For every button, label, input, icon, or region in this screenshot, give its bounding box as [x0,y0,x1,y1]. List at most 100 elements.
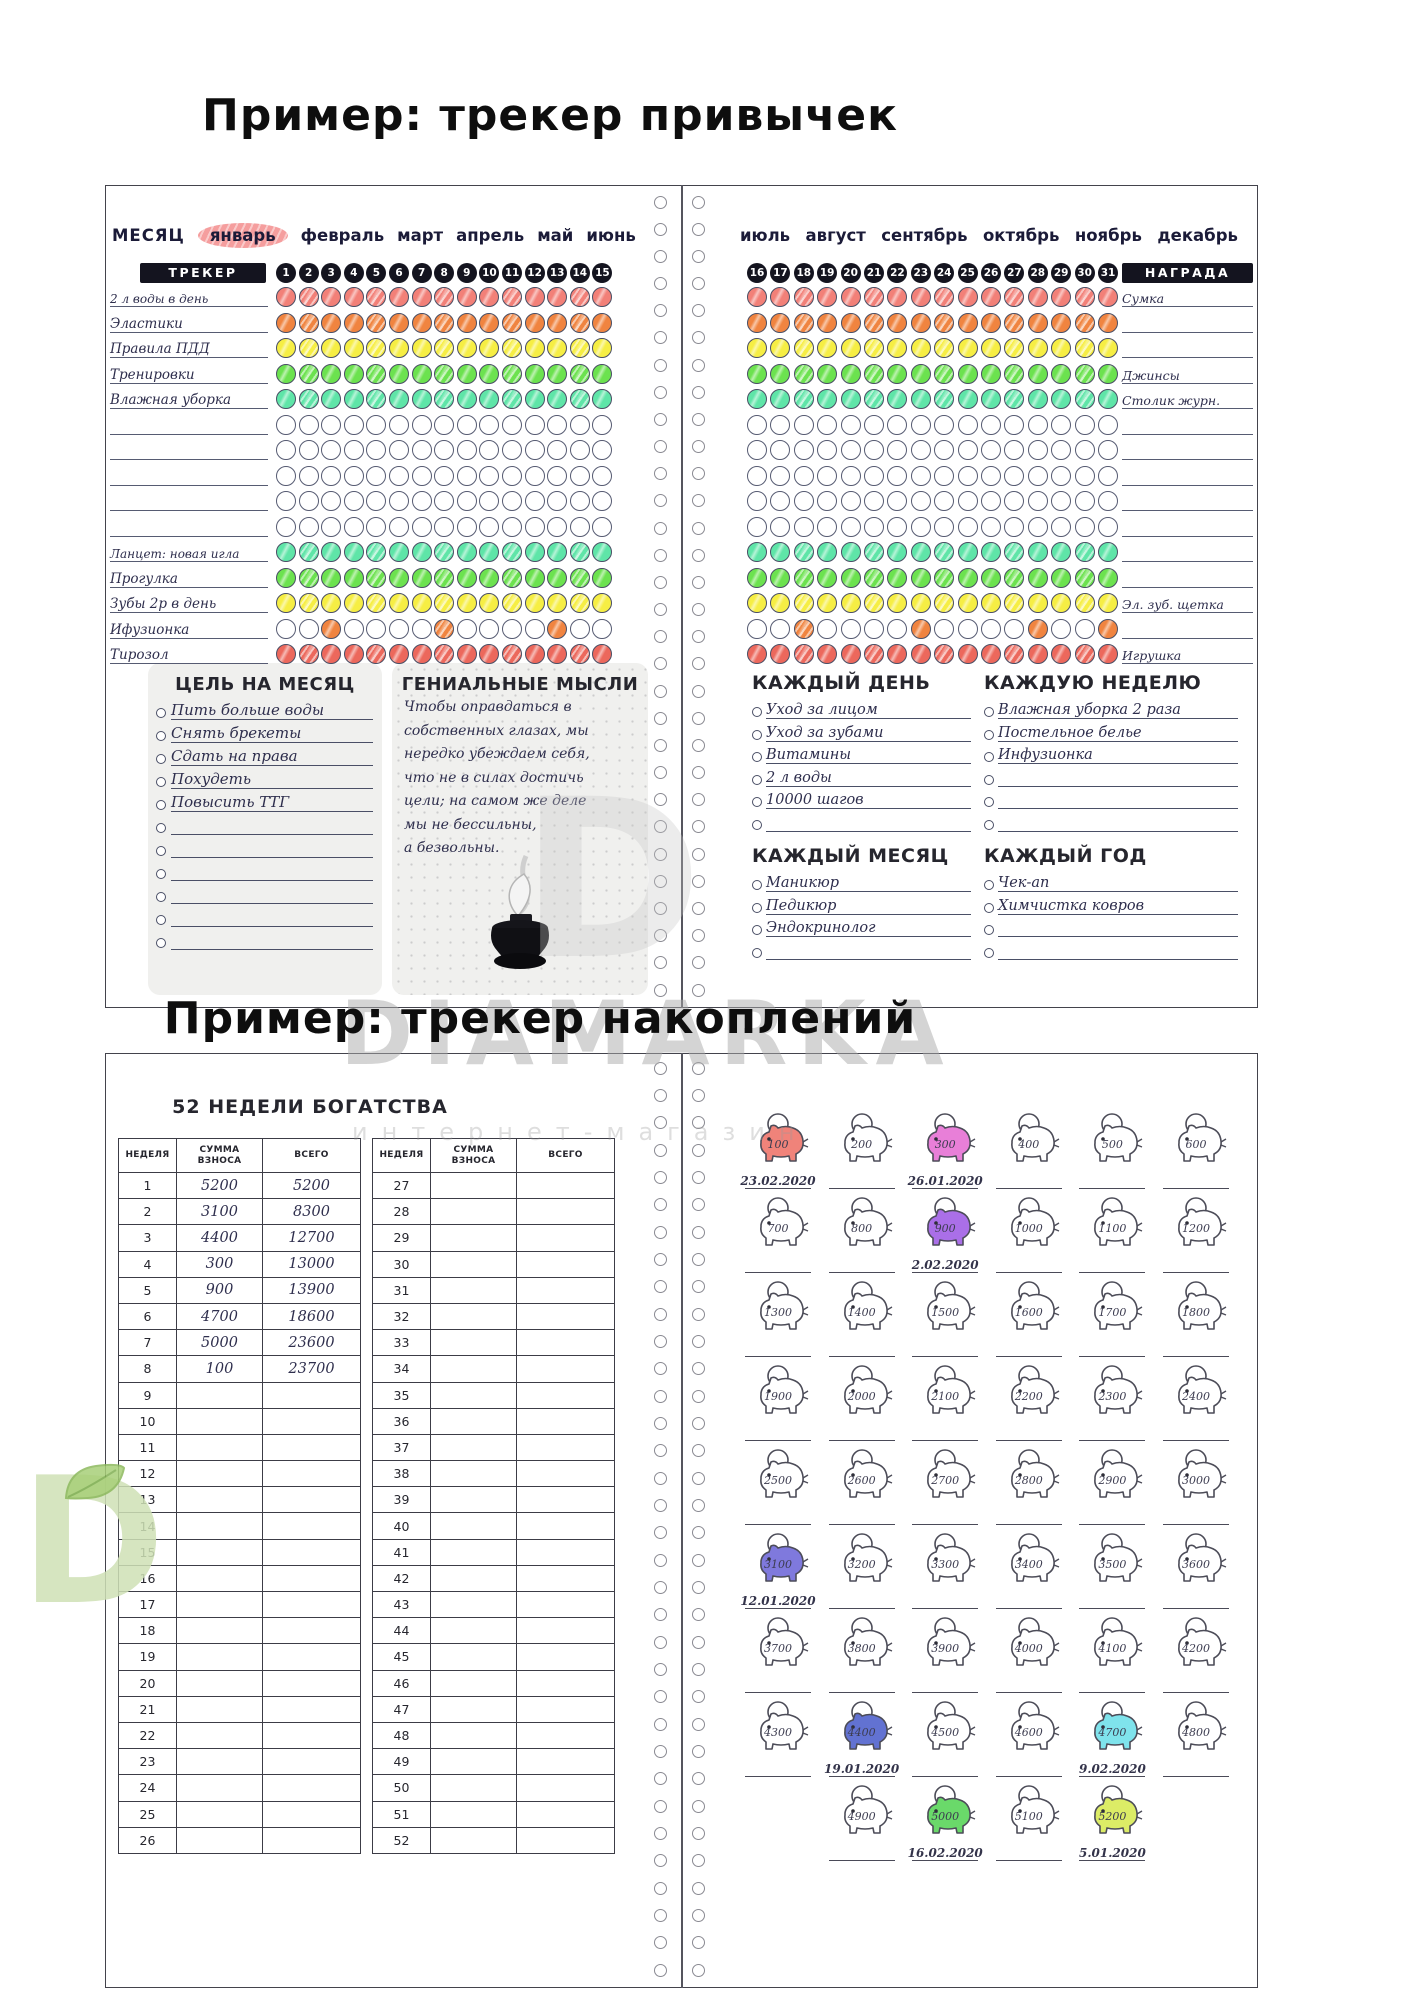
piggy-icon [760,1365,809,1414]
habit-day-cell [934,542,955,562]
habit-day-cell [366,618,387,639]
savings-row: 29 [372,1224,615,1252]
savings-row: 38 [372,1460,615,1488]
habit-day-cell [864,287,884,307]
piggy-date-line [1163,1175,1229,1189]
habit-day-cell [434,567,455,588]
habit-day-cell [276,644,296,664]
habit-day-cell [592,516,613,537]
piggy-amount: 2200 [1014,1390,1043,1403]
piggy-bank [830,1113,894,1173]
col-week: НЕДЕЛЯ [118,1138,177,1173]
savings-row: 5 900 13900 [118,1276,361,1304]
week-number: 50 [372,1774,431,1802]
deposit-value [430,1302,517,1331]
week-number: 29 [372,1224,431,1252]
binding-hole [691,304,705,318]
piggy-icon [843,1197,892,1246]
piggy-bank [746,1617,810,1677]
piggy-icon [1010,1533,1060,1582]
habit-day-cell [864,516,884,537]
habit-day-cell [1004,363,1025,384]
binding-hole [653,1772,667,1786]
total-value: 12700 [262,1224,361,1252]
piggy-date-line [745,1511,811,1525]
piggy-amount: 600 [1185,1138,1207,1151]
habit-day-cell [934,363,955,384]
habit-day-cell [366,465,387,486]
deposit-value [430,1224,517,1252]
week-number: 34 [372,1355,431,1383]
habit-day-cell [957,440,978,460]
habit-day-cell [747,312,767,333]
piggy-icon [1010,1113,1060,1162]
total-value: 23700 [262,1355,361,1383]
habit-day-cell [981,491,1001,511]
habit-day-cell [1074,567,1095,588]
habit-day-cell [276,491,296,511]
habit-day-cell [887,542,908,562]
habit-day-cell [479,644,500,664]
piggy-icon [927,1365,976,1414]
binding-hole [691,1608,705,1622]
habit-day-cell [864,389,884,409]
piggy-amount: 4100 [1098,1642,1127,1655]
habit-day-cell [1098,389,1118,409]
habit-day-cell [840,618,861,639]
habit-day-cell [910,287,931,307]
habit-day-cell [456,542,477,562]
total-value [516,1617,615,1645]
day-number: 9 [456,263,477,283]
habit-day-cell [817,312,838,333]
habit-day-cell [1004,312,1025,333]
day-number: 3 [321,263,342,283]
habit-day-cell [817,363,838,384]
piggy-bank [913,1365,977,1425]
habit-day-cell [1027,618,1048,639]
savings-table-grid: НЕДЕЛЯ СУММА ВЗНОСА ВСЕГО 27 28 29 30 31 32 33 34 35… [372,1138,615,1854]
piggy-bank [1080,1449,1144,1509]
total-value [516,1826,615,1854]
piggy-icon [927,1701,976,1750]
piggy-date-line [912,1595,979,1609]
habit-day-cell [1027,312,1048,333]
savings-header-row: НЕДЕЛЯ СУММА ВЗНОСА ВСЕГО [372,1138,615,1173]
habit-day-cell [864,644,884,664]
deposit-value [430,1590,517,1619]
habit-day-cell [1074,440,1095,460]
item-bullet [752,880,762,890]
habit-day-cell [389,389,409,409]
habit-label [110,413,268,435]
deposit-value [176,1800,263,1828]
week-number: 49 [372,1748,431,1776]
deposit-value [430,1826,517,1854]
day-number: 27 [1004,263,1025,283]
savings-row: 28 [372,1198,615,1226]
piggy-date-line [1079,1595,1146,1609]
habit-day-cell [479,567,500,588]
habit-day-cell [817,440,838,460]
habit-day-cell [934,593,955,613]
week-number: 20 [118,1669,177,1697]
savings-row: 14 [118,1512,361,1540]
savings-table-grid: НЕДЕЛЯ СУММА ВЗНОСА ВСЕГО 1 5200 5200 2 3100 8300… [118,1138,361,1854]
habit-label: Прогулка [110,566,268,588]
habit-day-cell [910,440,931,460]
binding-hole [691,1143,705,1157]
binding-hole [653,738,667,752]
habit-day-cell [366,414,387,435]
habit-day-cell [321,338,342,358]
week-number: 37 [372,1433,431,1462]
habit-day-cell [502,491,522,511]
habit-day-cell [569,644,590,664]
piggy-bank [997,1281,1061,1341]
piggy-date: 23.02.2020 [740,1174,816,1188]
habit-day-cell [793,465,814,486]
week-number: 38 [372,1460,431,1488]
habit-day-cell [910,312,931,333]
habit-day-cell [569,567,590,588]
piggy-icon [927,1533,976,1582]
habit-day-cell [1098,338,1118,358]
habit-day-cell [957,491,978,511]
habit-day-cell [298,593,319,613]
